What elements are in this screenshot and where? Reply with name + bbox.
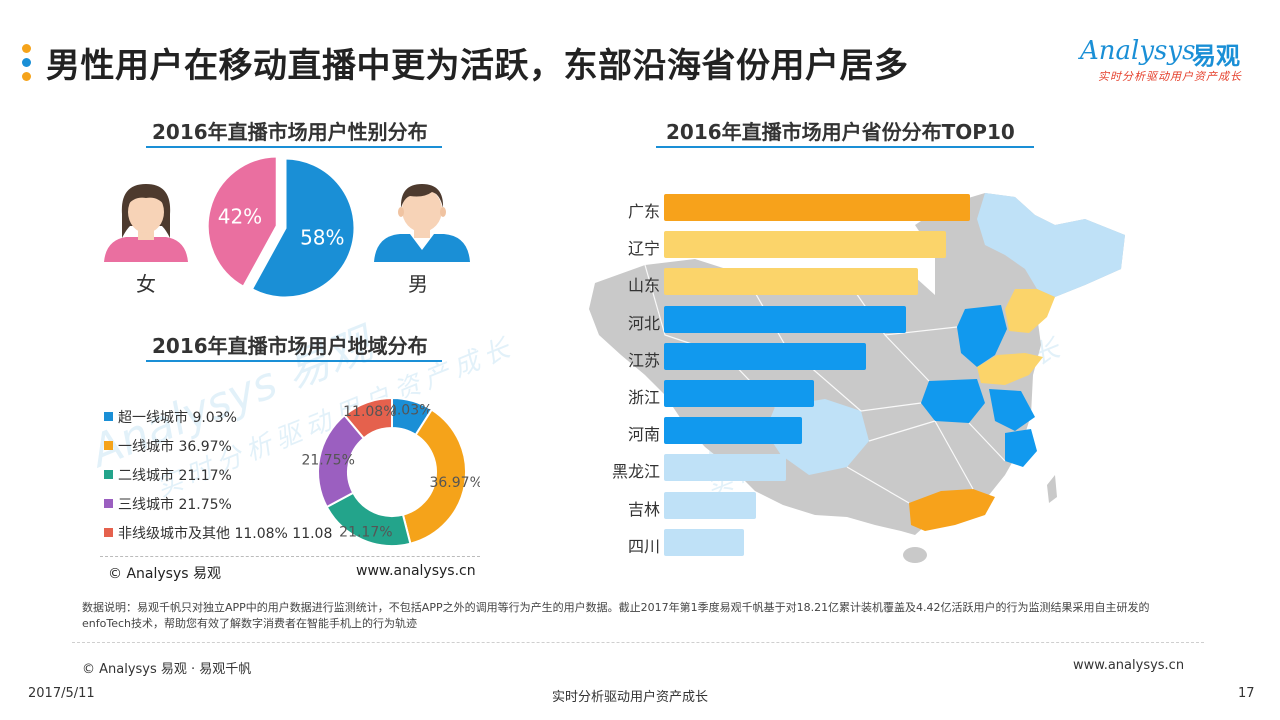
legend-item: 三线城市 21.75% [104,489,332,518]
legend-swatch [104,499,113,508]
logo-word: Analysys [1080,36,1195,66]
legend-item: 超一线城市 9.03% [104,402,332,431]
legend-swatch [104,441,113,450]
province-label: 吉林 [627,499,660,519]
province-label: 河北 [627,313,660,333]
province-bar [664,305,906,333]
legend-item: 一线城市 36.97% [104,431,332,460]
province-label: 辽宁 [627,239,660,259]
gender-chart-title: 2016年直播市场用户性别分布 [152,120,428,144]
note-divider [72,642,1204,643]
legend-label: 二线城市 21.17% [118,467,232,484]
male-label: 男 [408,272,428,296]
title-dot [22,58,31,67]
logo-initial: A [1080,36,1099,66]
province-label: 广东 [627,202,660,221]
legend-item: 二线城市 21.17% [104,460,332,489]
title-bullet-dots [22,44,32,86]
province-label: 浙江 [627,388,660,407]
donut-value-label: 9.03% [388,403,432,419]
province-label: 四川 [627,536,660,556]
footer-slogan: 实时分析驱动用户资产成长 [552,690,709,705]
title-dot [22,72,31,81]
province-bar [664,417,802,445]
province-bar [664,528,744,556]
legend-label: 非线级城市及其他 11.08% 11.08 [118,525,333,542]
region-title-underline [146,360,442,362]
donut-segment [401,408,467,545]
gender-title-underline [146,146,442,148]
female-percent-label: 42% [218,204,262,228]
province-bar [664,231,946,259]
legend-swatch [104,470,113,479]
legend-label: 三线城市 21.75% [118,496,232,513]
male-slice [249,156,357,300]
gender-pie-chart: 58% 42% [205,154,357,300]
province-label: 河南 [627,425,660,445]
province-chart-title: 2016年直播市场用户省份分布TOP10 [666,120,1015,144]
logo-word-rest: nalysys [1098,36,1196,66]
donut-value-label: 11.08% [343,404,396,420]
province-title-underline [656,146,1034,148]
female-label: 女 [136,272,156,296]
female-slice [205,154,279,290]
logo-cn: 易观 [1192,42,1240,70]
province-label: 黑龙江 [611,462,660,482]
legend-label: 一线城市 36.97% [118,438,232,455]
province-bar [664,380,814,407]
province-bar [664,268,918,296]
data-note: 数据说明：易观千帆只对独立APP中的用户数据进行监测统计，不包括APP之外的调用… [82,601,1150,630]
title-dot [22,44,31,53]
region-divider [100,556,480,557]
footer-date: 2017/5/11 [28,686,95,701]
region-chart-title: 2016年直播市场用户地域分布 [152,334,428,358]
page-title: 男性用户在移动直播中更为活跃，东部沿海省份用户居多 [46,46,909,86]
male-user-icon [374,184,470,262]
province-bar [664,491,756,519]
footer-url: www.analysys.cn [1073,658,1185,673]
region-url: www.analysys.cn [356,563,476,579]
legend-item: 非线级城市及其他 11.08% 11.08 [104,518,332,547]
province-bar [664,342,866,370]
province-label: 江苏 [627,350,660,370]
donut-segment [343,396,393,440]
donut-value-label: 36.97% [429,475,480,491]
region-donut-chart: 9.03% 36.97% 21.17% 21.75% 11.08% [301,396,480,547]
logo-slogan: 实时分析驱动用户资产成长 [1098,70,1242,83]
footer-copyright: © Analysys 易观 · 易观千帆 [82,662,252,677]
region-legend: 超一线城市 9.03% 一线城市 36.97% 二线城市 21.17% 三线城市 21… [104,402,332,547]
province-label: 山东 [627,276,660,296]
donut-value-label: 21.75% [301,453,354,469]
province-bar [664,194,970,221]
legend-swatch [104,528,113,537]
province-bar-chart: 广东辽宁山东河北江苏浙江河南黑龙江吉林四川 [600,194,1040,564]
legend-swatch [104,412,113,421]
analysys-logo: Analysys 易观 实时分析驱动用户资产成长 [1078,36,1248,86]
female-user-icon [104,184,188,262]
male-percent-label: 58% [300,226,344,250]
legend-label: 超一线城市 9.03% [118,409,237,426]
donut-value-label: 21.17% [339,525,392,541]
province-bar [664,454,787,482]
region-copyright: © Analysys 易观 [108,566,221,582]
page-number: 17 [1238,686,1255,701]
